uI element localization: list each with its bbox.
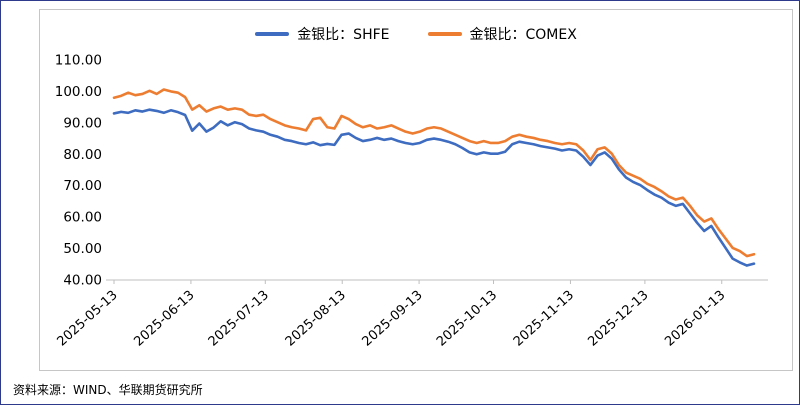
y-tick-label: 90.00 [63, 115, 102, 131]
y-tick-label: 40.00 [63, 273, 102, 289]
x-tick-label: 2026-01-13 [662, 288, 728, 350]
y-tick-label: 110.00 [55, 53, 102, 69]
x-tick-label: 2025-10-13 [434, 288, 500, 350]
legend-line-swatch-comex-icon [427, 32, 462, 36]
x-tick-label: 2025-11-13 [511, 288, 577, 350]
x-tick-label: 2025-08-13 [283, 288, 349, 350]
legend-label-comex: 金银比：COMEX [469, 27, 577, 43]
x-tick-label: 2025-06-13 [131, 288, 197, 350]
line-chart: 110.00 100.00 90.00 80.00 70.00 60.00 50.00 40.… [54, 53, 768, 350]
y-tick-label: 60.00 [63, 210, 102, 226]
chart-legend: 金银比：SHFE 金银比：COMEX [40, 10, 792, 46]
legend-item-shfe: 金银比：SHFE [255, 24, 390, 44]
y-tick-label: 80.00 [63, 147, 102, 163]
y-tick-label: 70.00 [63, 178, 102, 194]
y-tick-label: 50.00 [63, 241, 102, 257]
legend-label-shfe: 金银比：SHFE [297, 27, 390, 43]
legend-line-swatch-shfe-icon [255, 32, 290, 36]
chart-card: 金银比：SHFE 金银比：COMEX 110.00 100.00 90.00 80.0… [39, 9, 793, 371]
series-line-comex [112, 88, 756, 258]
y-tick-label: 100.00 [55, 84, 102, 100]
x-tick-label: 2025-07-13 [206, 288, 272, 350]
x-tick-label: 2025-05-13 [54, 288, 120, 350]
legend-item-comex: 金银比：COMEX [427, 24, 577, 44]
x-tick-label: 2025-12-13 [585, 288, 651, 350]
source-note: 资料来源：WIND、华联期货研究所 [13, 383, 203, 397]
x-tick-label: 2025-09-13 [360, 288, 426, 350]
series-line-shfe [112, 108, 756, 267]
